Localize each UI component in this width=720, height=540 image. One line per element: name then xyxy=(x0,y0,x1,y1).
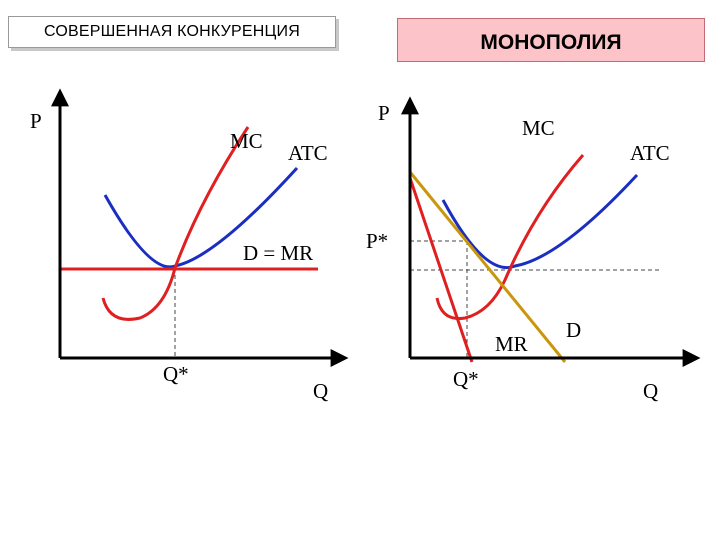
right-atc-curve xyxy=(441,173,639,269)
right-q-star-label: Q* xyxy=(453,367,479,391)
left-mc-curve xyxy=(101,126,250,321)
right-y-axis-label: P xyxy=(378,101,390,125)
right-mc-label: MC xyxy=(522,116,555,140)
right-d-label: D xyxy=(566,318,581,342)
left-x-axis-label: Q xyxy=(313,379,328,403)
right-p-star-label: P* xyxy=(366,229,388,253)
left-atc-label: ATC xyxy=(288,141,328,165)
monopoly-title: МОНОПОЛИЯ xyxy=(397,18,705,62)
left-q-star-label: Q* xyxy=(163,362,189,386)
left-mc-label: MC xyxy=(230,129,263,153)
left-demand-mr-label: D = MR xyxy=(243,241,313,265)
left-graph: P MC ATC D = MR Q* Q xyxy=(30,88,349,403)
right-mr-label: MR xyxy=(495,332,528,356)
right-graph: P MC ATC P* MR D Q* Q xyxy=(366,96,701,403)
right-demand-line xyxy=(408,171,567,363)
perfect-competition-title: СОВЕРШЕННАЯ КОНКУРЕНЦИЯ xyxy=(8,16,336,48)
left-y-axis-label: P xyxy=(30,109,42,133)
right-mr-line xyxy=(408,177,474,363)
right-x-axis-label: Q xyxy=(643,379,658,403)
right-mc-curve xyxy=(435,154,585,321)
right-atc-label: ATC xyxy=(630,141,670,165)
